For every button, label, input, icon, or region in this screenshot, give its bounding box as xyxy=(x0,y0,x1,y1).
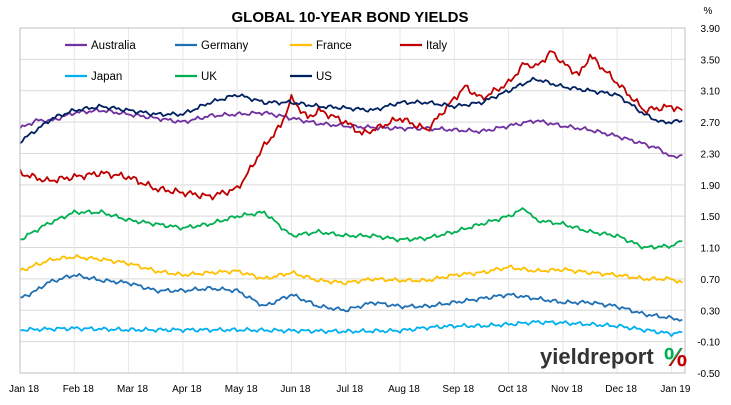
yieldreport-logo: yieldreport % xyxy=(540,342,687,372)
series-line-uk xyxy=(19,207,683,250)
x-tick-label: Jan 19 xyxy=(660,384,690,395)
legend-label-australia: Australia xyxy=(91,40,136,52)
x-tick-label: Oct 18 xyxy=(498,384,528,395)
y-tick-label: 0.70 xyxy=(701,275,721,286)
y-tick-label: -0.10 xyxy=(697,338,720,349)
plot-border xyxy=(19,27,686,374)
series-line-germany xyxy=(19,272,683,322)
y-unit-label: % xyxy=(704,6,713,17)
y-tick-label: -0.50 xyxy=(697,369,720,380)
y-tick-label: 3.90 xyxy=(701,24,721,35)
brand-word: yieldreport xyxy=(540,344,654,369)
x-tick-label: Feb 18 xyxy=(63,384,95,395)
series-line-japan xyxy=(19,319,683,338)
legend-label-germany: Germany xyxy=(201,40,249,52)
x-tick-label: Aug 18 xyxy=(388,384,420,395)
chart-title: GLOBAL 10-YEAR BOND YIELDS xyxy=(232,9,469,26)
series-line-australia xyxy=(19,107,683,159)
legend-label-italy: Italy xyxy=(426,40,447,52)
y-tick-label: 3.50 xyxy=(701,55,721,66)
legend-label-us: US xyxy=(316,71,332,83)
x-tick-label: May 18 xyxy=(225,384,258,395)
x-tick-label: Nov 18 xyxy=(551,384,583,395)
x-tick-label: Sep 18 xyxy=(442,384,474,395)
x-tick-label: Jun 18 xyxy=(280,384,310,395)
legend-label-france: France xyxy=(316,40,352,52)
y-tick-label: 1.90 xyxy=(701,181,721,192)
axes: 3.90 3.50 3.10 2.70 2.30 1.90 1.50 1.10 0.70 0.30… xyxy=(9,24,720,395)
x-tick-label: Jul 18 xyxy=(336,384,363,395)
x-tick-label: Apr 18 xyxy=(172,384,202,395)
series-line-france xyxy=(19,254,683,286)
x-tick-label: Dec 18 xyxy=(605,384,637,395)
series-line-italy xyxy=(19,50,683,201)
y-tick-label: 2.30 xyxy=(701,149,721,160)
x-tick-label: Mar 18 xyxy=(117,384,149,395)
y-tick-label: 1.50 xyxy=(701,212,721,223)
brand-symbol: % xyxy=(664,342,687,372)
x-tick-label: Jan 18 xyxy=(9,384,39,395)
legend-label-japan: Japan xyxy=(91,71,122,83)
legend-label-uk: UK xyxy=(201,71,217,83)
y-tick-label: 1.10 xyxy=(701,244,721,255)
y-tick-label: 3.10 xyxy=(701,87,721,98)
y-tick-label: 2.70 xyxy=(701,118,721,129)
legend: Australia Germany France Italy Japan UK US xyxy=(65,40,447,83)
series-layer xyxy=(19,50,683,338)
series-line-us xyxy=(19,76,683,145)
y-tick-label: 0.30 xyxy=(701,306,721,317)
